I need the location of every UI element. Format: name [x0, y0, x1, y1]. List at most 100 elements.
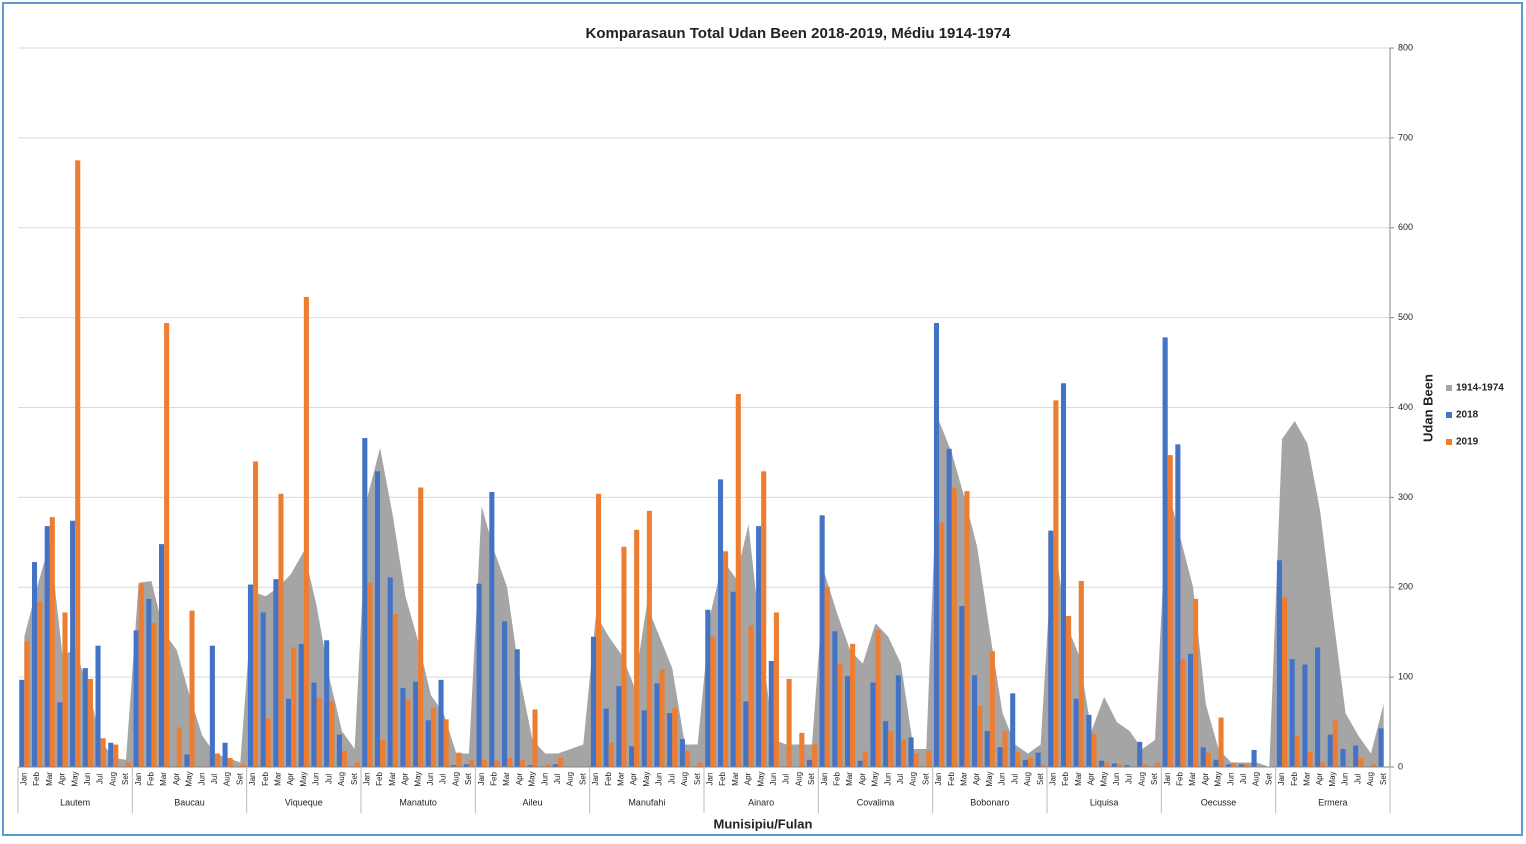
x-tick-label: Jul — [1353, 774, 1362, 784]
bar — [502, 621, 508, 767]
bar — [451, 765, 457, 767]
x-tick-label: Feb — [604, 772, 613, 786]
y-axis-label: Udan Been — [1420, 374, 1435, 442]
bar — [989, 651, 995, 767]
bar — [1332, 720, 1338, 767]
x-tick-label: Mar — [845, 772, 854, 786]
bar — [786, 678, 792, 767]
bar — [900, 740, 906, 767]
y-tick-label: 100 — [1398, 672, 1413, 682]
x-tick-label: Apr — [1315, 772, 1324, 785]
bar — [1091, 733, 1097, 767]
x-tick-label: Mar — [1188, 772, 1197, 786]
bar — [519, 759, 525, 767]
bar — [514, 649, 520, 767]
legend-swatch — [1446, 385, 1452, 391]
bar — [298, 643, 304, 767]
bar — [951, 488, 957, 767]
bar — [49, 517, 55, 767]
x-tick-label: Set — [464, 772, 473, 785]
bar — [1035, 752, 1041, 767]
x-tick-label: Jul — [210, 774, 219, 784]
bar — [260, 612, 266, 767]
x-tick-label: Jun — [998, 773, 1007, 786]
bar — [1289, 659, 1295, 767]
bar — [438, 679, 444, 767]
bar — [380, 740, 386, 767]
x-tick-label: Set — [1379, 772, 1388, 785]
x-tick-label: May — [1328, 771, 1337, 786]
bar — [1022, 759, 1028, 767]
x-tick-label: Mar — [274, 772, 283, 786]
bar — [62, 612, 68, 767]
x-tick-label: Apr — [172, 772, 181, 785]
bar — [545, 764, 551, 767]
bar — [697, 762, 703, 767]
x-tick-label: Jul — [324, 774, 333, 784]
bar — [1086, 714, 1092, 767]
bar — [1111, 763, 1117, 767]
bar — [374, 471, 381, 767]
bar — [748, 624, 754, 767]
bar — [883, 721, 889, 767]
bar — [392, 614, 398, 767]
x-tick-label: Jan — [705, 773, 714, 786]
x-tick-label: Jan — [1163, 773, 1172, 786]
bar — [527, 765, 533, 767]
x-tick-label: Jan — [820, 773, 829, 786]
bar — [1053, 400, 1059, 767]
x-tick-label: May — [70, 771, 79, 786]
bar — [590, 636, 597, 767]
x-tick-label: May — [985, 771, 994, 786]
group-label: Ainaro — [748, 797, 774, 807]
bar — [723, 551, 729, 767]
bar — [1010, 693, 1016, 767]
bar — [768, 660, 774, 767]
x-tick-label: Set — [921, 772, 930, 785]
bar — [1378, 728, 1384, 767]
x-tick-label: Mar — [617, 772, 626, 786]
bar — [1142, 764, 1148, 767]
bar — [1226, 764, 1232, 767]
x-tick-label: Aug — [1023, 772, 1032, 786]
x-tick-label: Aug — [223, 772, 232, 786]
x-tick-label: May — [528, 771, 537, 786]
bar — [1040, 765, 1046, 767]
x-tick-label: Jul — [1239, 774, 1248, 784]
x-tick-label: Set — [1036, 772, 1045, 785]
bar — [24, 641, 30, 767]
bar — [108, 742, 114, 767]
x-tick-label: May — [756, 771, 765, 786]
bar — [1027, 758, 1034, 767]
bar — [608, 742, 614, 767]
x-tick-label: Jan — [134, 773, 143, 786]
x-tick-label: Set — [235, 772, 244, 785]
bar — [1175, 444, 1181, 767]
bar — [1124, 765, 1130, 767]
x-tick-label: Aug — [680, 772, 689, 786]
bar — [1104, 762, 1110, 767]
bar — [857, 760, 863, 767]
bar — [70, 520, 76, 767]
bar — [44, 526, 50, 767]
bar — [705, 609, 711, 767]
x-tick-label: Jul — [1125, 774, 1134, 784]
x-tick-label: Jun — [540, 773, 549, 786]
x-tick-label: Jul — [553, 774, 562, 784]
bar — [679, 739, 685, 767]
x-tick-label: Feb — [261, 772, 270, 786]
bar — [735, 394, 741, 767]
bar — [773, 612, 779, 767]
x-tick-label: Aug — [566, 772, 575, 786]
x-tick-label: Jun — [769, 773, 778, 786]
y-tick-label: 400 — [1398, 402, 1413, 412]
x-tick-label: Apr — [1201, 772, 1210, 785]
bar — [1073, 698, 1079, 767]
x-tick-label: Mar — [45, 772, 54, 786]
group-label: Baucau — [174, 797, 205, 807]
bar — [888, 731, 894, 767]
bar — [596, 493, 602, 767]
bar — [1188, 653, 1194, 767]
bar — [1200, 747, 1206, 767]
